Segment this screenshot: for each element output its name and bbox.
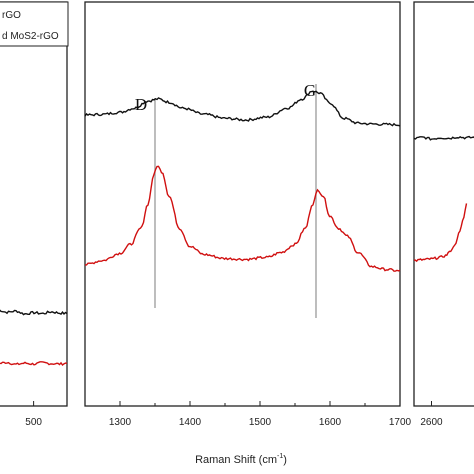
x-axis-title-close: )	[283, 454, 287, 466]
x-tick-label-1400: 1400	[179, 417, 202, 428]
series-line-right-rgo	[413, 135, 474, 141]
x-tick-label-500: 500	[25, 417, 42, 428]
legend-entry-0: rGO	[2, 10, 21, 21]
panel-middle-frame	[84, 1, 401, 407]
x-axis-title: Raman Shift (cm-1)	[195, 453, 287, 466]
series-line-left-mos2-rgo	[0, 361, 68, 366]
x-axis-title-main: Raman Shift (cm	[195, 454, 277, 466]
series-line-middle-rgo	[84, 90, 401, 127]
panel-right: 2D 2600	[413, 1, 474, 428]
legend-box	[0, 1, 69, 47]
panel-right-frame	[413, 1, 474, 407]
series-line-right-mos2-rgo	[413, 203, 468, 263]
x-tick-label-1600: 1600	[319, 417, 342, 428]
series-line-middle-mos2-rgo	[84, 165, 401, 272]
x-tick-label-1500: 1500	[249, 417, 272, 428]
x-tick-label-2600: 2600	[420, 417, 443, 428]
x-axis-title-sup: -1	[277, 453, 283, 460]
x-tick-label-1300: 1300	[109, 417, 132, 428]
x-tick-label-1700: 1700	[389, 417, 412, 428]
series-line-left-rgo	[0, 309, 68, 316]
legend-entry-1: d MoS2-rGO	[2, 31, 59, 42]
panel-middle: DG 1300 1400 1500 1600 1700	[84, 1, 412, 428]
legend: rGO d MoS2-rGO	[0, 1, 69, 47]
